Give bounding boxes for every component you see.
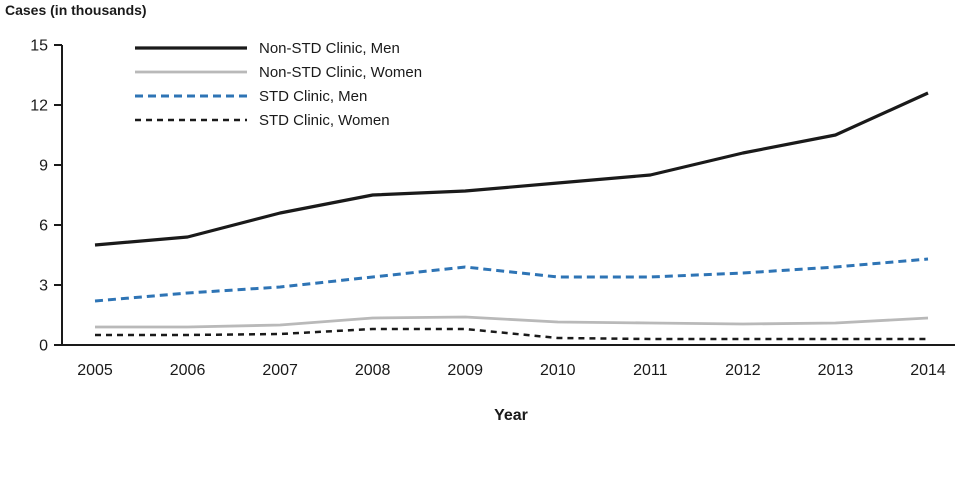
y-tick-label: 3 [39,278,48,295]
y-tick-label: 15 [30,38,48,55]
x-tick-label: 2012 [725,362,761,379]
legend-label-0: Non-STD Clinic, Men [259,40,400,57]
chart-title: Cases (in thousands) [5,2,147,18]
x-tick-label: 2006 [170,362,206,379]
legend-label-1: Non-STD Clinic, Women [259,64,422,81]
y-tick-label: 12 [30,98,48,115]
y-tick-label: 9 [39,158,48,175]
x-tick-label: 2011 [633,362,668,379]
x-tick-label: 2010 [540,362,576,379]
x-tick-label: 2005 [77,362,113,379]
series-line-0 [94,91,929,247]
series-line-2 [94,257,929,303]
x-tick-label: 2007 [262,362,298,379]
y-tick-label: 6 [39,218,48,235]
legend-label-2: STD Clinic, Men [259,88,367,105]
legend-label-3: STD Clinic, Women [259,112,390,129]
x-tick-label: 2008 [355,362,391,379]
y-tick-label: 0 [39,338,48,355]
x-tick-label: 2013 [818,362,854,379]
series-line-3 [95,327,928,341]
x-axis-title: Year [494,407,528,424]
plot-area: 0 3 6 9 12 15 2005 2006 2007 2008 2009 2010 2011 2012… [30,38,955,379]
x-tick-label: 2014 [910,362,946,379]
x-tick-label: 2009 [447,362,483,379]
series-line-1 [95,315,929,329]
